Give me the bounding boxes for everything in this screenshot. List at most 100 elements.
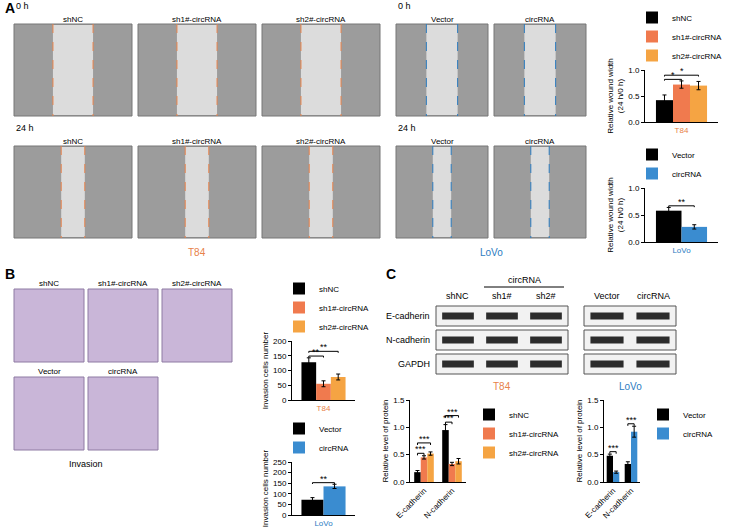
svg-text:1.0: 1.0 <box>628 66 640 75</box>
svg-text:50: 50 <box>277 381 286 390</box>
svg-text:sh1#-circRNA: sh1#-circRNA <box>319 304 369 313</box>
svg-text:LoVo: LoVo <box>314 519 333 528</box>
svg-text:0.5: 0.5 <box>628 211 640 220</box>
svg-text:200: 200 <box>273 337 287 346</box>
svg-text:circRNA: circRNA <box>508 275 541 285</box>
svg-text:sh1#-circRNA: sh1#-circRNA <box>98 279 148 288</box>
svg-text:Invasion: Invasion <box>69 459 103 469</box>
svg-text:LoVo: LoVo <box>619 381 642 392</box>
svg-text:sh1#: sh1# <box>492 291 512 301</box>
svg-text:circRNA: circRNA <box>525 15 555 24</box>
svg-text:100: 100 <box>273 366 287 375</box>
svg-text:shNC: shNC <box>63 137 83 146</box>
svg-text:*: * <box>680 66 684 76</box>
svg-text:T84: T84 <box>493 381 511 392</box>
svg-text:shNC: shNC <box>446 291 469 301</box>
svg-text:**: ** <box>678 197 686 207</box>
svg-text:0.5: 0.5 <box>628 92 640 101</box>
svg-text:shNC: shNC <box>63 15 83 24</box>
svg-text:200: 200 <box>273 468 287 477</box>
svg-text:0.5: 0.5 <box>587 450 599 459</box>
svg-text:shNC: shNC <box>319 285 339 294</box>
svg-text:0.0: 0.0 <box>587 478 599 487</box>
svg-text:T84: T84 <box>188 247 206 258</box>
svg-text:***: *** <box>443 413 454 423</box>
svg-text:sh2#-circRNA: sh2#-circRNA <box>319 323 369 332</box>
svg-text:C: C <box>386 266 396 282</box>
svg-text:LoVo: LoVo <box>672 246 691 255</box>
svg-text:1.5: 1.5 <box>393 396 405 405</box>
svg-text:0.0: 0.0 <box>628 238 640 247</box>
svg-text:E-cadherin: E-cadherin <box>584 486 618 520</box>
svg-text:T84: T84 <box>317 404 331 413</box>
svg-text:24 h: 24 h <box>398 123 416 133</box>
svg-text:circRNA: circRNA <box>683 430 713 439</box>
svg-text:Vector: Vector <box>683 411 706 420</box>
svg-text:Vector: Vector <box>431 137 454 146</box>
svg-text:Relative level of protein: Relative level of protein <box>381 399 390 482</box>
svg-text:A: A <box>5 0 15 16</box>
svg-text:Vector: Vector <box>672 151 695 160</box>
svg-text:0: 0 <box>282 396 287 405</box>
svg-text:LoVo: LoVo <box>480 247 503 258</box>
svg-text:***: *** <box>626 415 637 425</box>
svg-text:Relative wound width(24 h/0 h): Relative wound width(24 h/0 h) <box>606 58 625 134</box>
svg-text:Relative wound width(24 h/0 h): Relative wound width(24 h/0 h) <box>606 177 625 253</box>
svg-text:***: *** <box>447 407 458 417</box>
svg-text:sh2#-circRNA: sh2#-circRNA <box>296 15 346 24</box>
svg-text:50: 50 <box>277 500 286 509</box>
svg-text:0 h: 0 h <box>16 1 29 11</box>
svg-text:***: *** <box>608 443 619 453</box>
svg-text:**: ** <box>320 474 328 484</box>
svg-text:100: 100 <box>273 490 287 499</box>
svg-text:0: 0 <box>282 511 287 520</box>
svg-text:sh2#-circRNA: sh2#-circRNA <box>672 52 722 61</box>
svg-text:T84: T84 <box>675 126 689 135</box>
svg-text:shNC: shNC <box>39 279 59 288</box>
svg-text:150: 150 <box>273 352 287 361</box>
svg-text:Invasion cells number: Invasion cells number <box>261 449 270 527</box>
svg-text:250: 250 <box>273 458 287 467</box>
svg-text:**: ** <box>320 342 328 352</box>
svg-text:circRNA: circRNA <box>672 170 702 179</box>
svg-text:sh2#: sh2# <box>536 291 556 301</box>
svg-text:sh1#-circRNA: sh1#-circRNA <box>672 33 722 42</box>
svg-text:sh1#-circRNA: sh1#-circRNA <box>509 430 559 439</box>
svg-text:shNC: shNC <box>672 14 692 23</box>
svg-text:circRNA: circRNA <box>319 444 349 453</box>
svg-text:1.5: 1.5 <box>587 396 599 405</box>
svg-text:150: 150 <box>273 479 287 488</box>
svg-text:0 h: 0 h <box>398 1 411 11</box>
svg-text:N-cadherin: N-cadherin <box>386 335 430 345</box>
svg-text:circRNA: circRNA <box>108 367 138 376</box>
svg-text:circRNA: circRNA <box>637 291 670 301</box>
svg-text:N-cadherin: N-cadherin <box>601 486 635 520</box>
svg-text:Vector: Vector <box>594 291 620 301</box>
svg-text:*: * <box>671 70 675 80</box>
svg-text:***: *** <box>415 444 426 454</box>
svg-text:sh2#-circRNA: sh2#-circRNA <box>172 279 222 288</box>
svg-text:E-cadherin: E-cadherin <box>386 311 430 321</box>
svg-text:sh1#-circRNA: sh1#-circRNA <box>172 15 222 24</box>
svg-text:**: ** <box>312 347 320 357</box>
svg-text:Vector: Vector <box>38 367 61 376</box>
svg-text:1.0: 1.0 <box>587 423 599 432</box>
svg-text:N-cadherin: N-cadherin <box>422 486 456 520</box>
svg-text:sh1#-circRNA: sh1#-circRNA <box>172 137 222 146</box>
svg-text:sh2#-circRNA: sh2#-circRNA <box>296 137 346 146</box>
svg-text:GAPDH: GAPDH <box>398 359 430 369</box>
svg-text:Vector: Vector <box>431 15 454 24</box>
svg-text:1.0: 1.0 <box>628 184 640 193</box>
svg-text:shNC: shNC <box>509 411 529 420</box>
svg-text:0.0: 0.0 <box>628 118 640 127</box>
svg-text:1.0: 1.0 <box>393 423 405 432</box>
svg-text:Invasion cells number: Invasion cells number <box>261 331 270 409</box>
svg-text:circRNA: circRNA <box>525 137 555 146</box>
svg-text:***: *** <box>419 434 430 444</box>
svg-text:Vector: Vector <box>319 425 342 434</box>
svg-text:0.5: 0.5 <box>393 450 405 459</box>
svg-text:0.0: 0.0 <box>393 478 405 487</box>
svg-text:B: B <box>5 266 15 282</box>
svg-text:E-cadherin: E-cadherin <box>395 486 429 520</box>
svg-text:Relative level of protein: Relative level of protein <box>575 399 584 482</box>
